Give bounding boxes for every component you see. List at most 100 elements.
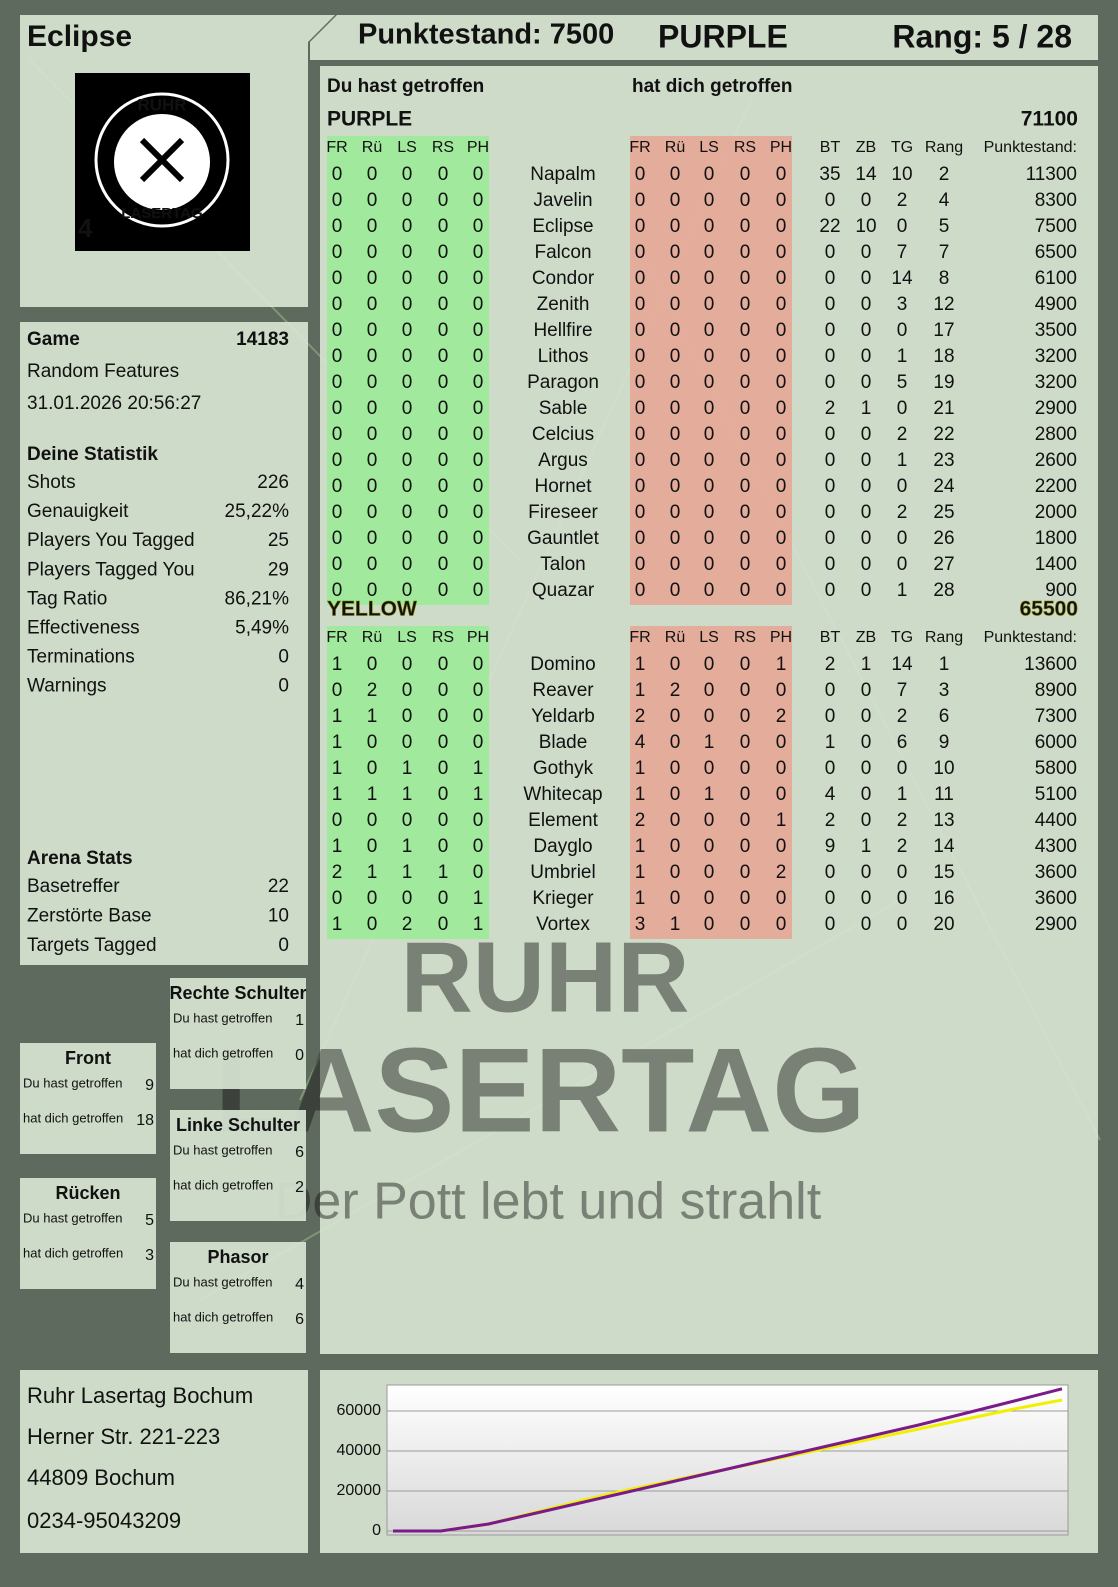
player-stat: 2 — [897, 502, 908, 523]
hit-count: 0 — [367, 294, 378, 315]
player-stat: 22 — [933, 424, 954, 445]
hit-count: 0 — [367, 654, 378, 675]
got-count: 0 — [704, 190, 715, 211]
hit-count: 0 — [332, 424, 343, 445]
got-count: 0 — [670, 580, 681, 601]
hit-count: 0 — [473, 268, 484, 289]
player-stat: 0 — [861, 706, 872, 727]
zone-value: 6 — [295, 1311, 304, 1328]
hit-count: 1 — [332, 836, 343, 857]
player-stat: 0 — [861, 268, 872, 289]
got-count: 0 — [704, 346, 715, 367]
player-stat: 7300 — [1035, 706, 1077, 727]
hit-block — [327, 136, 489, 605]
player-stat: 0 — [897, 476, 908, 497]
got-count: 0 — [704, 450, 715, 471]
hit-count: 0 — [473, 424, 484, 445]
hit-count: 0 — [438, 654, 449, 675]
logo-top: RUHR — [137, 95, 186, 114]
arena-value: 0 — [278, 935, 289, 956]
player-stat: 15 — [933, 862, 954, 883]
got-count: 0 — [776, 580, 787, 601]
hit-count: 0 — [367, 732, 378, 753]
got-count: 0 — [635, 450, 646, 471]
column-header: PH — [467, 139, 489, 156]
player-stat: 11 — [934, 784, 954, 805]
rank: Rang: 5 / 28 — [892, 18, 1072, 54]
player-name: Dayglo — [533, 836, 592, 857]
player-stat: 1 — [825, 732, 836, 753]
player-stat: 0 — [825, 680, 836, 701]
got-count: 0 — [670, 450, 681, 471]
hit-count: 0 — [438, 888, 449, 909]
player-stat: 4400 — [1035, 810, 1077, 831]
got-count: 0 — [670, 346, 681, 367]
hit-count: 0 — [473, 706, 484, 727]
got-count: 1 — [670, 914, 681, 935]
player-stat: 0 — [897, 914, 908, 935]
hit-count: 0 — [473, 810, 484, 831]
column-header: RS — [432, 139, 454, 156]
hit-count: 0 — [473, 294, 484, 315]
player-name: Talon — [540, 554, 585, 575]
hit-count: 0 — [402, 190, 413, 211]
hit-count: 0 — [367, 320, 378, 341]
column-header: BT — [820, 139, 841, 156]
column-header: Punktestand: — [984, 139, 1077, 156]
hit-count: 0 — [473, 242, 484, 263]
player-name: Yeldarb — [531, 706, 595, 727]
got-count: 0 — [704, 654, 715, 675]
player-stat: 0 — [861, 242, 872, 263]
hit-count: 0 — [402, 164, 413, 185]
hit-count: 0 — [473, 164, 484, 185]
zone-label: hat dich getroffen — [23, 1110, 123, 1125]
hit-count: 0 — [367, 836, 378, 857]
player-stat: 20 — [933, 914, 954, 935]
stat-value: 25,22% — [225, 501, 290, 522]
hit-count: 1 — [473, 758, 484, 779]
player-stat: 16 — [933, 888, 954, 909]
got-count: 0 — [740, 836, 751, 857]
player-stat: 1 — [861, 836, 872, 857]
player-name: Zenith — [537, 294, 590, 315]
got-count: 0 — [670, 554, 681, 575]
hit-count: 1 — [402, 836, 413, 857]
hit-count: 0 — [438, 476, 449, 497]
player-stat: 0 — [825, 580, 836, 601]
got-count: 0 — [704, 836, 715, 857]
watermark-line: RUHR — [401, 921, 690, 1033]
player-name: Lithos — [538, 346, 589, 367]
player-stat: 19 — [933, 372, 954, 393]
stat-label: Shots — [27, 472, 76, 493]
got-count: 0 — [740, 268, 751, 289]
stat-value: 25 — [268, 530, 289, 551]
plot-area — [386, 1384, 1069, 1536]
column-header: RS — [734, 139, 756, 156]
zone-label: hat dich getroffen — [173, 1177, 273, 1192]
got-count: 0 — [635, 580, 646, 601]
player-stat: 12 — [933, 294, 954, 315]
player-name: Krieger — [532, 888, 594, 909]
player-stat: 0 — [897, 528, 908, 549]
player-stat: 0 — [897, 398, 908, 419]
player-name: Fireseer — [528, 502, 598, 523]
hit-count: 0 — [402, 216, 413, 237]
hit-count: 0 — [438, 216, 449, 237]
address-line: Ruhr Lasertag Bochum — [27, 1383, 253, 1408]
got-count: 1 — [776, 810, 787, 831]
player-stat: 6000 — [1035, 732, 1077, 753]
zone-box — [170, 1242, 306, 1353]
zone-title: Front — [65, 1048, 111, 1068]
got-count: 0 — [776, 680, 787, 701]
got-count: 0 — [670, 862, 681, 883]
hit-count: 0 — [367, 216, 378, 237]
got-count: 0 — [704, 888, 715, 909]
got-count: 0 — [776, 502, 787, 523]
got-count: 0 — [776, 424, 787, 445]
player-stat: 0 — [897, 862, 908, 883]
player-stat: 0 — [861, 554, 872, 575]
got-count: 0 — [704, 528, 715, 549]
team-name: PURPLE — [327, 108, 412, 131]
team-score: 65500 — [1020, 598, 1078, 621]
